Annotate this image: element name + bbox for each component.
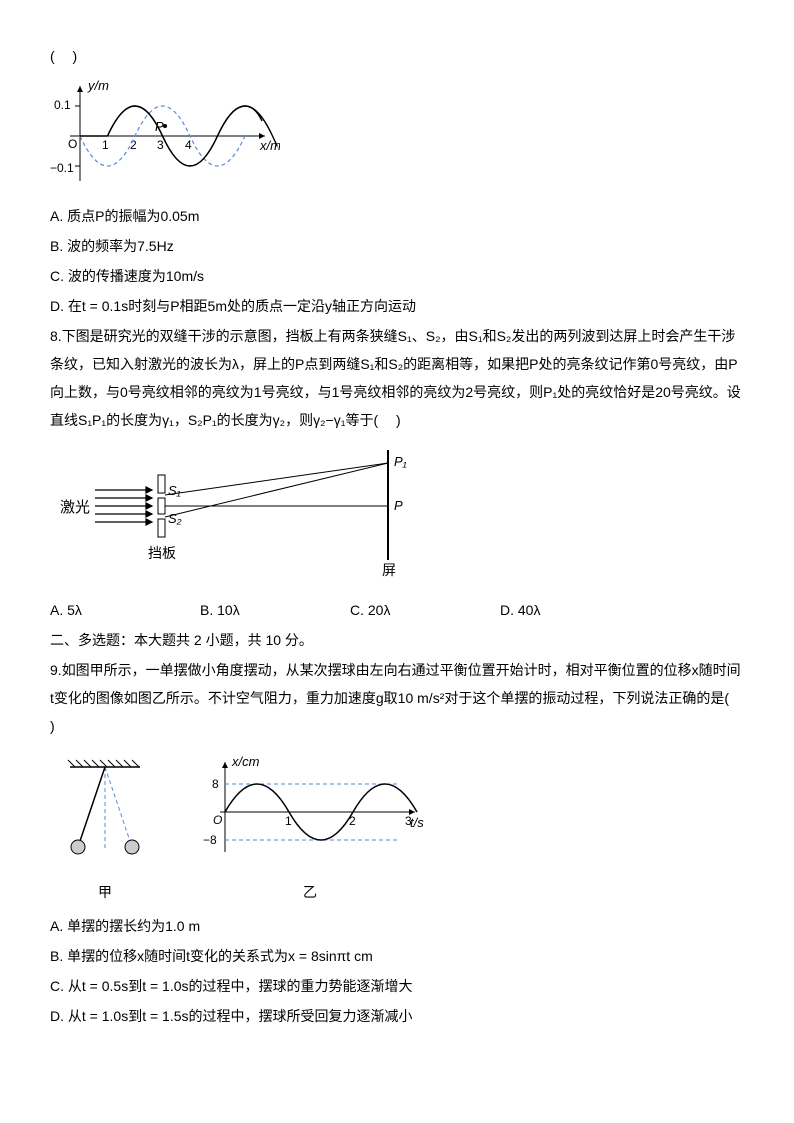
svg-text:1: 1 [102,138,109,152]
q9-opt-d: D. 从t = 1.0s到t = 1.5s的过程中，摆球所受回复力逐渐减小 [50,1002,744,1030]
q9-body: 如图甲所示，一单摆做小角度摆动，从某次摆球由左向右通过平衡位置开始计时，相对平衡… [50,662,747,734]
q7-wave-figure: y/m x/m O 0.1 −0.1 1 2 3 4 P [50,76,280,196]
q9-text: 9.如图甲所示，一单摆做小角度摆动，从某次摆球由左向右通过平衡位置开始计时，相对… [50,656,744,740]
q9-cap2: 乙 [190,878,430,906]
q8-opt-c: C. 20λ [350,596,500,624]
q8-text: 8.下图是研究光的双缝干涉的示意图，挡板上有两条狭缝S₁、S₂，由S₁和S₂发出… [50,322,744,434]
q9-opt-c: C. 从t = 0.5s到t = 1.0s的过程中，摆球的重力势能逐渐增大 [50,972,744,1000]
q9-number: 9. [50,662,62,678]
q9-fig-yi: x/cm t/s O 8 −8 1 2 3 乙 [190,746,430,906]
svg-text:3: 3 [405,814,412,828]
q9-opt-a: A. 单摆的摆长约为1.0 m [50,912,744,940]
svg-text:P₁: P₁ [394,454,407,469]
q9-opt-b: B. 单摆的位移x随时间t变化的关系式为x = 8sinπt cm [50,942,744,970]
svg-text:O: O [213,813,222,827]
section-2-title: 二、多选题：本大题共 2 小题，共 10 分。 [50,626,744,654]
svg-text:8: 8 [212,777,219,791]
svg-text:4: 4 [185,138,192,152]
svg-text:P: P [155,119,164,134]
svg-text:0.1: 0.1 [54,98,71,112]
q8-body: 下图是研究光的双缝干涉的示意图，挡板上有两条狭缝S₁、S₂，由S₁和S₂发出的两… [50,328,741,428]
q9-cap1: 甲 [50,878,160,906]
q9-fig-jia: 甲 [50,746,160,906]
svg-text:3: 3 [157,138,164,152]
q8-opt-d: D. 40λ [500,596,650,624]
svg-text:O: O [68,137,77,151]
svg-text:S₁: S₁ [168,483,181,498]
q8-number: 8. [50,328,62,344]
q8-opt-a: A. 5λ [50,596,200,624]
svg-text:−8: −8 [203,833,217,847]
q7-opt-a: A. 质点P的振幅为0.05m [50,202,744,230]
q7-opt-d: D. 在t = 0.1s时刻与P相距5m处的质点一定沿y轴正方向运动 [50,292,744,320]
q8-opt-b: B. 10λ [200,596,350,624]
q7-opt-c: C. 波的传播速度为10m/s [50,262,744,290]
svg-text:屏: 屏 [382,562,396,578]
q8-options: A. 5λ B. 10λ C. 20λ D. 40λ [50,596,744,624]
svg-text:P: P [394,498,403,513]
svg-text:y/m: y/m [87,78,109,93]
svg-text:−0.1: −0.1 [50,161,74,175]
q7-opt-b: B. 波的频率为7.5Hz [50,232,744,260]
q8-double-slit-figure: 激光 S₁ S₂ 挡板 屏 P₁ P [50,440,430,590]
svg-text:t/s: t/s [410,815,424,830]
svg-text:激光: 激光 [60,499,90,516]
svg-text:x/cm: x/cm [231,754,260,769]
svg-text:挡板: 挡板 [148,545,176,561]
q7-header: ( ) [50,42,744,70]
